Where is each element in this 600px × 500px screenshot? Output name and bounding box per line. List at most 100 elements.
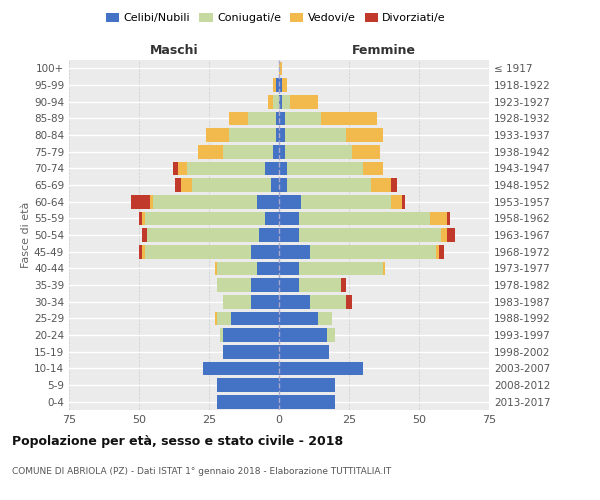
Bar xyxy=(439,245,444,258)
Bar xyxy=(259,228,279,242)
Bar xyxy=(173,162,178,175)
Bar xyxy=(391,195,402,208)
Bar xyxy=(279,95,282,108)
Bar xyxy=(402,195,405,208)
Bar xyxy=(274,78,276,92)
Bar xyxy=(203,362,279,375)
Bar xyxy=(321,112,377,125)
Y-axis label: Fasce di età: Fasce di età xyxy=(21,202,31,268)
Bar xyxy=(279,228,299,242)
Bar xyxy=(248,112,276,125)
Bar xyxy=(181,178,192,192)
Bar xyxy=(279,278,299,292)
Bar xyxy=(310,295,346,308)
Text: Popolazione per età, sesso e stato civile - 2018: Popolazione per età, sesso e stato civil… xyxy=(12,435,343,448)
Bar xyxy=(284,128,346,142)
Bar xyxy=(279,195,301,208)
Bar xyxy=(187,162,265,175)
Bar xyxy=(251,278,279,292)
Bar xyxy=(229,128,276,142)
Bar xyxy=(287,178,371,192)
Bar xyxy=(310,245,436,258)
Bar xyxy=(287,162,363,175)
Bar xyxy=(215,312,217,325)
Bar xyxy=(279,395,335,408)
Bar xyxy=(232,312,279,325)
Bar xyxy=(284,145,352,158)
Bar xyxy=(279,128,284,142)
Bar xyxy=(274,95,279,108)
Bar xyxy=(284,112,321,125)
Text: COMUNE DI ABRIOLA (PZ) - Dati ISTAT 1° gennaio 2018 - Elaborazione TUTTITALIA.IT: COMUNE DI ABRIOLA (PZ) - Dati ISTAT 1° g… xyxy=(12,468,391,476)
Bar xyxy=(279,262,299,275)
Bar xyxy=(279,312,318,325)
Bar xyxy=(299,278,341,292)
Bar xyxy=(279,145,284,158)
Bar xyxy=(150,195,153,208)
Bar xyxy=(279,345,329,358)
Bar xyxy=(217,312,232,325)
Bar xyxy=(346,295,352,308)
Bar xyxy=(276,128,279,142)
Bar xyxy=(257,262,279,275)
Bar xyxy=(436,245,439,258)
Bar xyxy=(223,345,279,358)
Bar xyxy=(391,178,397,192)
Bar xyxy=(217,378,279,392)
Bar xyxy=(447,228,455,242)
Bar xyxy=(178,162,187,175)
Bar xyxy=(352,145,380,158)
Bar xyxy=(279,78,282,92)
Bar xyxy=(383,262,385,275)
Bar xyxy=(217,262,257,275)
Bar xyxy=(229,112,248,125)
Bar xyxy=(363,162,383,175)
Bar xyxy=(279,295,310,308)
Bar xyxy=(139,212,142,225)
Bar xyxy=(251,295,279,308)
Bar xyxy=(318,312,332,325)
Text: Femmine: Femmine xyxy=(352,44,416,57)
Bar xyxy=(268,95,274,108)
Bar xyxy=(279,178,287,192)
Bar xyxy=(131,195,150,208)
Bar xyxy=(145,212,265,225)
Bar xyxy=(299,228,442,242)
Bar xyxy=(175,178,181,192)
Bar xyxy=(279,362,363,375)
Bar xyxy=(279,112,284,125)
Bar xyxy=(217,395,279,408)
Bar xyxy=(279,62,282,75)
Bar xyxy=(301,195,391,208)
Bar xyxy=(192,178,271,192)
Bar xyxy=(265,162,279,175)
Bar xyxy=(282,78,287,92)
Bar xyxy=(142,212,145,225)
Bar xyxy=(276,78,279,92)
Legend: Celibi/Nubili, Coniugati/e, Vedovi/e, Divorziati/e: Celibi/Nubili, Coniugati/e, Vedovi/e, Di… xyxy=(101,8,451,28)
Bar xyxy=(371,178,391,192)
Bar xyxy=(142,228,148,242)
Bar xyxy=(223,295,251,308)
Bar xyxy=(257,195,279,208)
Bar xyxy=(276,112,279,125)
Bar xyxy=(223,145,274,158)
Bar xyxy=(279,162,287,175)
Bar xyxy=(282,95,290,108)
Bar xyxy=(290,95,318,108)
Bar xyxy=(442,228,447,242)
Bar xyxy=(279,245,310,258)
Text: Maschi: Maschi xyxy=(149,44,199,57)
Bar xyxy=(346,128,383,142)
Bar xyxy=(198,145,223,158)
Bar xyxy=(145,245,251,258)
Bar xyxy=(215,262,217,275)
Bar xyxy=(279,212,299,225)
Bar xyxy=(139,245,142,258)
Bar xyxy=(341,278,346,292)
Bar xyxy=(326,328,335,342)
Bar xyxy=(223,328,279,342)
Bar xyxy=(220,328,223,342)
Bar xyxy=(430,212,447,225)
Bar xyxy=(279,378,335,392)
